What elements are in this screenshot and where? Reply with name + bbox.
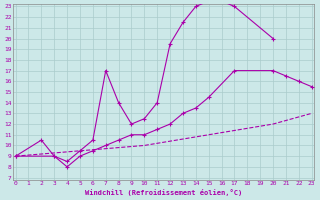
- X-axis label: Windchill (Refroidissement éolien,°C): Windchill (Refroidissement éolien,°C): [85, 189, 242, 196]
